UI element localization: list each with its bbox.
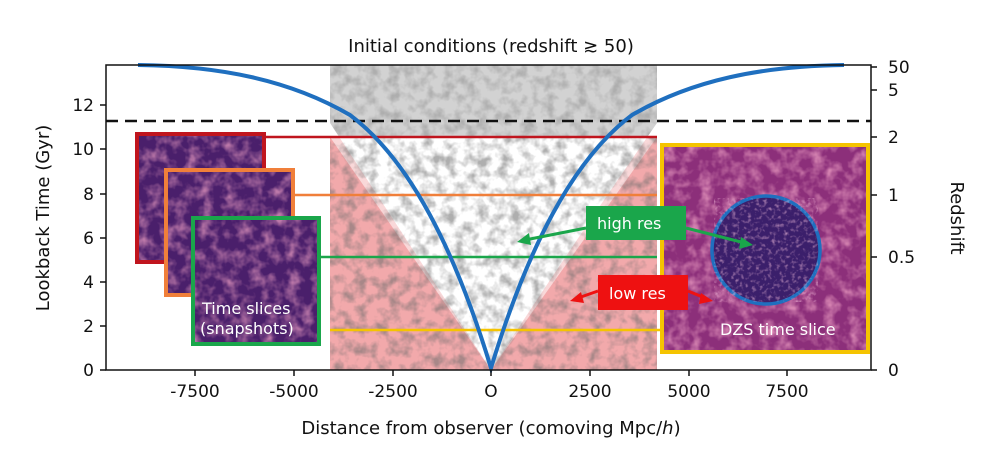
low-res-arrowhead-right	[699, 293, 713, 304]
high-res-badge: high res	[586, 206, 686, 240]
high-res-arrowhead-left	[517, 233, 531, 245]
y-tick-left-4: 4	[83, 273, 94, 293]
x-axis-title: Distance from observer (comoving Mpc/h)	[301, 418, 680, 439]
y-tick-left-6: 6	[83, 229, 94, 249]
y-tick-left-12: 12	[72, 96, 94, 116]
y-tick-right-50: 50	[888, 58, 910, 78]
y-tick-left-2: 2	[83, 317, 94, 337]
y-tick-left-8: 8	[83, 185, 94, 205]
y-axis-right-title: Redshift	[946, 181, 967, 254]
plot-title: Initial conditions (redshift ≳ 50)	[348, 36, 634, 57]
x-tick-neg2500: -2500	[368, 382, 417, 402]
snapshot-green	[191, 216, 321, 346]
y-tick-left-10: 10	[72, 140, 94, 160]
x-tick-7500: 7500	[765, 382, 808, 402]
high-res-arrow-right	[685, 226, 746, 245]
high-res-label: high res	[597, 214, 661, 233]
x-tick-neg7500: -7500	[170, 382, 219, 402]
x-tick-origin: O	[484, 382, 497, 402]
y-axis-left-title: Lookback Time (Gyr)	[33, 125, 54, 311]
plot-frame	[105, 64, 872, 371]
time-slices-label-1: Time slices	[201, 299, 290, 318]
x-tick-5000: 5000	[667, 382, 710, 402]
dzs-inset	[660, 143, 870, 354]
y-axis-left	[100, 104, 106, 371]
dzs-label: DZS time slice	[720, 320, 836, 339]
y-tick-right-2: 2	[888, 128, 899, 148]
ic-texture	[330, 65, 657, 137]
y-tick-right-0.5: 0.5	[888, 248, 915, 268]
high-res-arrowhead-right	[739, 237, 753, 249]
cosmic-web-texture	[330, 137, 657, 370]
time-slices-label-2: (snapshots)	[200, 319, 294, 338]
x-axis	[194, 370, 788, 376]
lightcone-curve	[137, 63, 845, 375]
high-res-arrow-left	[524, 226, 587, 242]
y-tick-right-1: 1	[888, 186, 899, 206]
low-res-label: low res	[609, 284, 666, 303]
low-res-badge: low res	[598, 275, 688, 310]
y-axis-right	[871, 66, 877, 371]
x-tick-neg5000: -5000	[269, 382, 318, 402]
y-tick-right-5: 5	[888, 81, 899, 101]
y-tick-right-0: 0	[888, 361, 899, 381]
y-tick-left-0: 0	[83, 361, 94, 381]
low-res-arrowhead-left	[570, 292, 584, 303]
x-tick-2500: 2500	[568, 382, 611, 402]
